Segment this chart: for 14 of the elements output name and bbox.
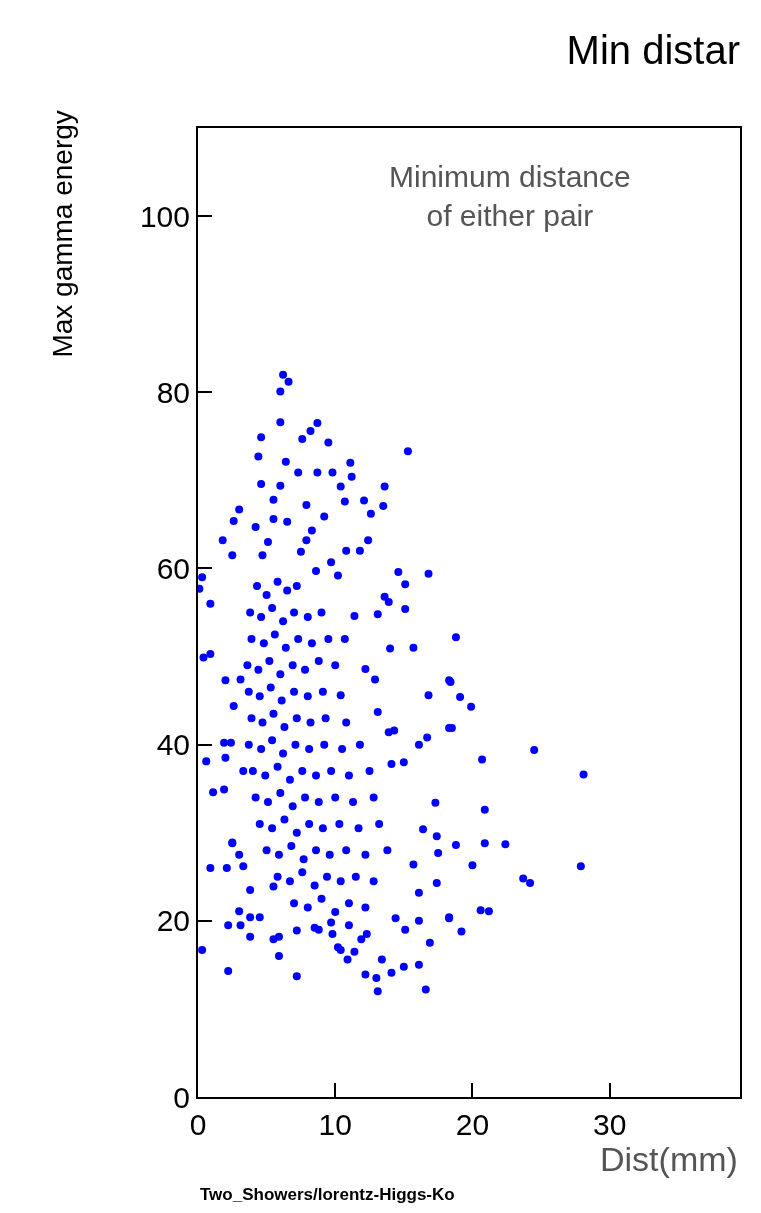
y-tick-label: 20 [156, 904, 190, 938]
y-axis-title: Max gamma energy [47, 110, 79, 358]
x-tick-label: 30 [592, 1108, 627, 1141]
x-tick-label: 20 [455, 1108, 490, 1141]
x-tick-label: 10 [318, 1108, 352, 1141]
x-axis-title: Dist(mm) [600, 1140, 738, 1178]
y-tick-label: 40 [156, 728, 190, 762]
y-tick-label: 100 [139, 199, 190, 233]
y-tick-label: 60 [156, 551, 190, 585]
text: Two_Showers/lorentz-Higgs-Ko [200, 1185, 455, 1204]
y-tick-label: 0 [173, 1080, 190, 1114]
annotation: Minimum distance of either pair [389, 160, 631, 232]
chart-title: Min distar [566, 28, 740, 72]
y-tick-label: 80 [156, 375, 190, 409]
